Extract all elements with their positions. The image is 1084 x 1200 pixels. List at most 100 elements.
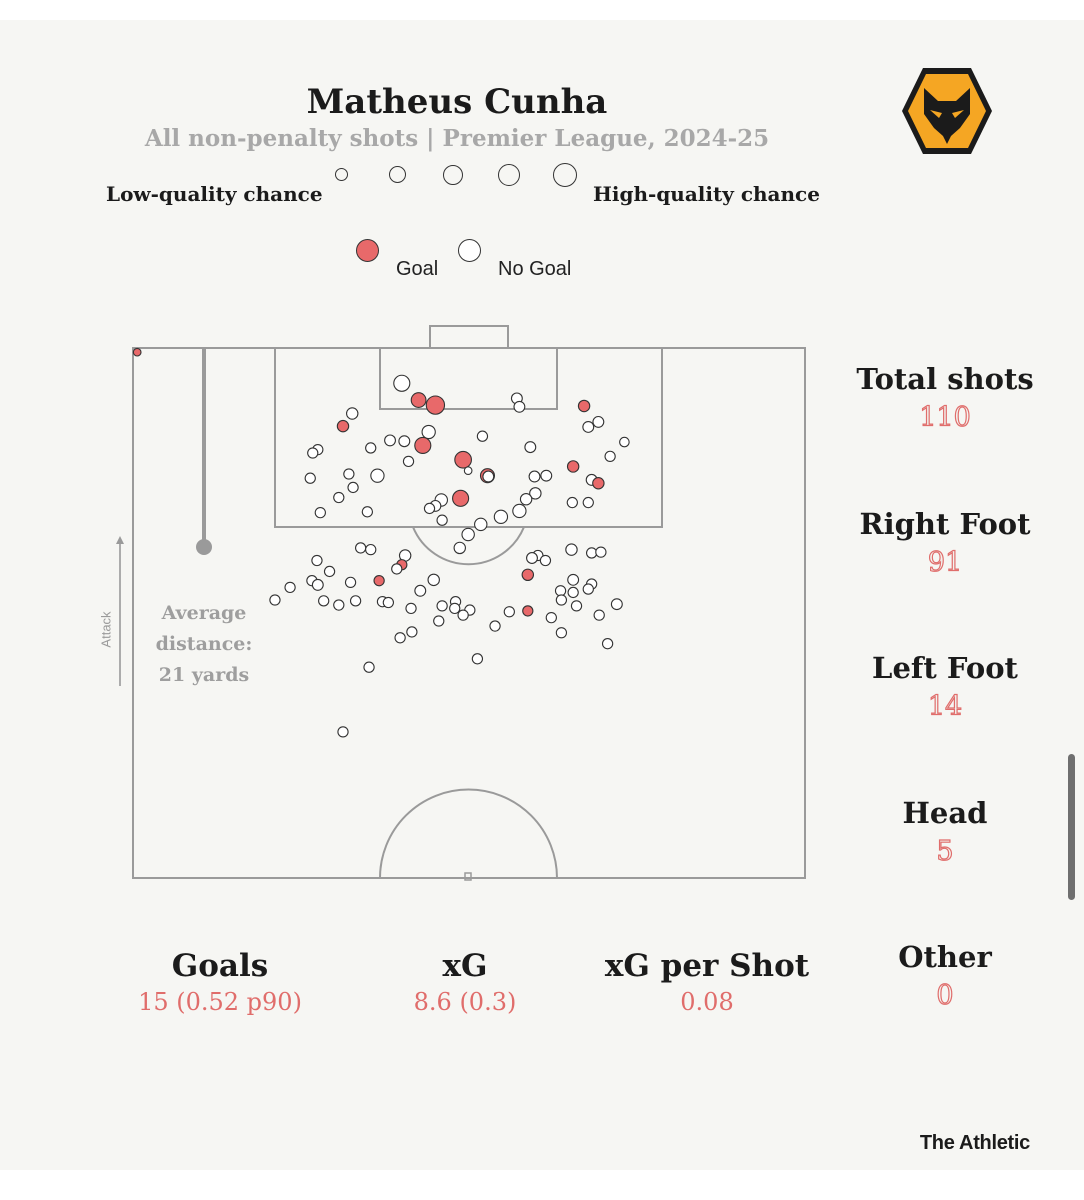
stat-label: Left Foot: [872, 651, 1018, 685]
shot-no-goal-point: [529, 487, 542, 500]
shot-no-goal-point: [346, 407, 359, 420]
shot-no-goal-point: [585, 547, 598, 559]
shot-no-goal-point: [406, 626, 418, 638]
shot-no-goal-point: [394, 632, 406, 644]
goal: [429, 325, 509, 349]
shot-no-goal-point: [436, 514, 448, 526]
shot-no-goal-point: [398, 435, 411, 448]
shot-no-goal-point: [524, 441, 537, 454]
stat-label: Other: [898, 940, 992, 974]
goal-legend-icon: [356, 239, 379, 262]
shot-no-goal-point: [582, 420, 595, 433]
shot-no-goal-point: [318, 595, 330, 607]
bottom-stat-xg: xG 8.6 (0.3): [365, 948, 565, 1016]
shot-goal-point: [521, 568, 535, 582]
legend-low-quality: Low-quality chance: [106, 182, 323, 206]
quality-size-3-icon: [443, 165, 463, 185]
shot-goal-point: [373, 575, 385, 587]
quality-size-4-icon: [498, 164, 520, 186]
stat-value: 91: [927, 546, 963, 578]
avg-line1: Average: [161, 602, 247, 624]
shot-no-goal-point: [314, 506, 326, 519]
shot-no-goal-point: [344, 576, 357, 589]
centre-circle: [379, 788, 558, 879]
legend-high-quality: High-quality chance: [593, 182, 820, 206]
stat-label: Total shots: [856, 362, 1034, 396]
shot-no-goal-point: [347, 481, 359, 494]
penalty-arc: [412, 526, 525, 566]
shot-no-goal-point: [333, 491, 345, 504]
shot-no-goal-point: [393, 374, 411, 392]
shot-no-goal-point: [449, 602, 461, 615]
shot-no-goal-point: [311, 554, 323, 567]
shot-no-goal-point: [539, 554, 552, 567]
shot-no-goal-point: [554, 585, 567, 597]
shot-no-goal-point: [436, 600, 448, 612]
avg-line2: distance:: [155, 633, 253, 655]
shot-no-goal-point: [423, 502, 436, 515]
shot-no-goal-point: [427, 573, 440, 587]
subtitle: All non-penalty shots | Premier League, …: [144, 125, 770, 152]
shot-no-goal-point: [555, 594, 568, 606]
shot-goal-point: [132, 347, 142, 357]
stat-label: Right Foot: [859, 507, 1031, 541]
bottom-stat-label: Goals: [171, 948, 269, 984]
average-distance-label: Average distance: 21 yards: [140, 598, 268, 691]
shot-no-goal-point: [489, 620, 501, 632]
bottom-stat-value: 15 (0.52 p90): [138, 988, 302, 1016]
shot-no-goal-point: [304, 472, 316, 484]
bottom-stat-goals: Goals 15 (0.52 p90): [120, 948, 320, 1016]
shot-no-goal-point: [526, 552, 538, 564]
shot-no-goal-point: [540, 469, 553, 482]
shot-no-goal-point: [323, 565, 336, 578]
shot-no-goal-point: [402, 455, 415, 468]
shot-goal-point: [522, 605, 534, 617]
shot-goal-point: [454, 450, 472, 469]
stat-value: 0: [936, 979, 954, 1011]
shot-no-goal-point: [382, 596, 395, 609]
attack-label: Attack: [98, 611, 114, 648]
shot-no-goal-point: [503, 606, 515, 618]
shot-no-goal-point: [384, 434, 397, 447]
shot-no-goal-point: [461, 527, 475, 542]
shot-no-goal-point: [269, 594, 281, 606]
bottom-stat-value: 0.08: [680, 988, 734, 1016]
shot-no-goal-point: [354, 542, 367, 554]
stat-label: Head: [902, 796, 988, 830]
bottom-stat-xg-per-shot: xG per Shot 0.08: [590, 948, 824, 1016]
pitch-lines: [132, 325, 806, 881]
wolves-crest-icon: [902, 68, 992, 154]
bottom-stat-label: xG per Shot: [604, 948, 810, 984]
shot-no-goal-point: [604, 450, 616, 463]
quality-size-1-icon: [335, 168, 348, 181]
side-stat-other: Other 0: [850, 940, 1040, 1012]
shot-no-goal-point: [493, 509, 509, 525]
shot-no-goal-point: [405, 602, 417, 615]
scrollbar[interactable]: [1068, 754, 1075, 900]
shot-no-goal-point: [582, 496, 594, 509]
credit-logo: The Athletic: [919, 1132, 1030, 1154]
shot-no-goal-point: [361, 506, 374, 518]
shot-no-goal-point: [343, 468, 355, 480]
stat-value: 14: [927, 690, 963, 722]
side-stat-head: Head 5: [850, 796, 1040, 868]
shot-no-goal-point: [365, 442, 377, 454]
shot-no-goal-point: [565, 543, 578, 556]
shot-goal-point: [425, 395, 446, 415]
shot-no-goal-point: [601, 638, 614, 650]
bottom-stat-label: xG: [442, 948, 488, 984]
shot-no-goal-point: [528, 470, 541, 483]
shot-no-goal-point: [567, 586, 579, 599]
shot-goal-point: [336, 419, 350, 433]
shot-no-goal-point: [595, 546, 607, 558]
shot-no-goal-point: [363, 661, 375, 673]
shot-no-goal-point: [593, 609, 605, 621]
graphic-card: Matheus Cunha All non-penalty shots | Pr…: [0, 20, 1084, 1170]
shot-no-goal-point: [421, 424, 436, 440]
shot-no-goal-point: [337, 726, 349, 738]
shot-no-goal-point: [619, 436, 630, 448]
shot-no-goal-point: [582, 583, 594, 595]
page-title: Matheus Cunha: [306, 82, 608, 122]
side-stat-left-foot: Left Foot 14: [850, 651, 1040, 723]
no-goal-legend-icon: [458, 239, 481, 262]
